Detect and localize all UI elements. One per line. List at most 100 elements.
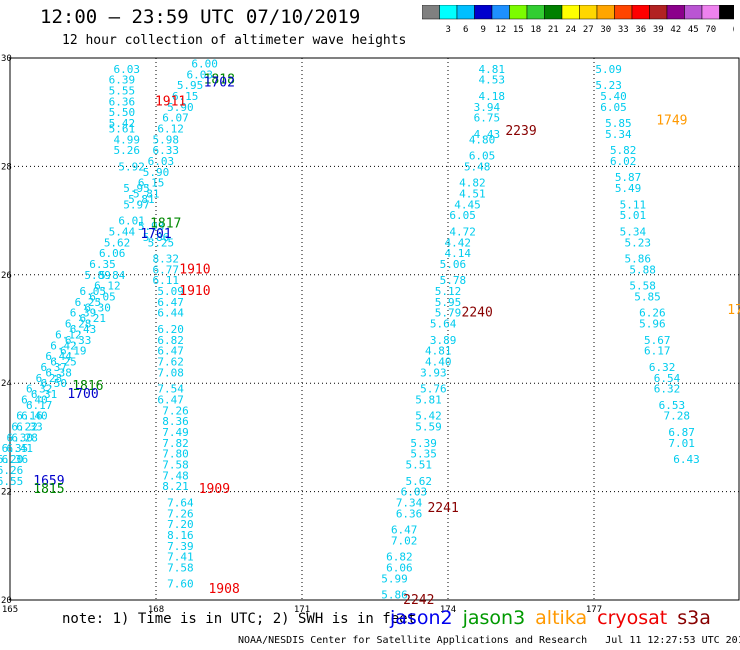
wave-height-label: 5.90: [143, 166, 170, 179]
wave-height-label: 6.42: [50, 339, 77, 352]
colorbar-tick-label: 21: [548, 25, 559, 35]
colorbar-swatch: [719, 5, 734, 20]
wave-height-label: 8.21: [162, 480, 189, 493]
wave-height-label: 6.06: [99, 247, 126, 260]
legend-item-s3a: s3a: [677, 607, 711, 629]
wave-height-label: 5.09: [157, 285, 184, 298]
wave-height-label: 5.79: [435, 307, 462, 320]
wave-height-label: 4.81: [425, 345, 452, 358]
wave-height-label: 5.86: [625, 253, 652, 266]
colorbar-tick-label: 33: [618, 25, 629, 35]
wave-height-label: 6.77: [152, 263, 179, 276]
wave-height-label: 5.95: [123, 182, 150, 195]
wave-height-label: 5.58: [629, 280, 656, 293]
x-tick-label: 174: [440, 605, 456, 615]
wave-height-label: 6.44: [157, 307, 184, 320]
wave-height-label: 6.31: [31, 388, 58, 401]
wave-height-label: 6.47: [391, 524, 418, 537]
pass-time-label: 1909: [199, 482, 230, 497]
wave-height-label: 5.62: [104, 236, 131, 249]
wave-height-label: 5.62: [406, 475, 433, 488]
wave-height-label: 6.55: [0, 475, 23, 488]
wave-height-label: 3.89: [430, 334, 457, 347]
wave-height-label: 6.20: [157, 323, 184, 336]
wave-height-label: 6.15: [172, 90, 199, 103]
wave-height-label: 7.34: [396, 496, 423, 509]
wave-height-label: 6.03: [114, 63, 141, 76]
wave-height-label: 5.64: [430, 318, 457, 331]
wave-height-label: 6.32: [649, 361, 676, 374]
wave-height-label: 5.42: [415, 410, 442, 423]
wave-height-label: 5.81: [415, 393, 442, 406]
wave-height-label: 4.80: [469, 133, 496, 146]
colorbar-tick-label: 6: [463, 25, 468, 35]
wave-height-label: 7.60: [167, 578, 194, 591]
y-tick-label: 22: [1, 488, 12, 498]
wave-height-label: 5.95: [177, 79, 204, 92]
chart-title: 12:00 – 23:59 UTC 07/10/2019: [40, 6, 361, 28]
wave-height-label: 5.26: [114, 144, 141, 157]
track-b-jason2: 6.006.035.956.155.906.076.125.985.846.12…: [2, 57, 218, 466]
track-a-jason3: 6.336.035.906.155.815.976.015.445.626.06…: [0, 144, 179, 488]
wave-height-label: 6.33: [65, 334, 92, 347]
colorbar-tick-label: 3: [446, 25, 451, 35]
y-tick-label: 28: [1, 162, 12, 172]
wave-height-label: 6.87: [668, 426, 695, 439]
wave-height-label: 7.58: [162, 459, 189, 472]
wave-height-label: 6.33: [16, 421, 43, 434]
legend-item-altika: altika: [535, 607, 588, 629]
wave-height-label: 4.18: [479, 90, 506, 103]
x-tick-label: 171: [294, 605, 310, 615]
pass-time-label: 1702: [204, 75, 235, 90]
y-tick-label: 20: [1, 596, 12, 606]
wave-height-label: 6.28: [36, 372, 63, 385]
wave-height-label: 6.44: [45, 350, 72, 363]
wave-height-label: 4.43: [474, 128, 501, 141]
pass-time-label: 1817: [150, 216, 181, 231]
pass-time-label: 1659: [33, 474, 64, 489]
wave-height-label: 5.81: [133, 188, 160, 201]
wave-height-label: 6.47: [157, 296, 184, 309]
legend-item-jason3: jason3: [462, 607, 526, 629]
wave-height-label: 4.82: [459, 177, 486, 190]
wave-height-label: 6.25: [50, 356, 77, 369]
wave-height-label: 6.16: [16, 410, 43, 423]
wave-height-label: 6.11: [152, 274, 179, 287]
wave-height-label: 5.81: [128, 193, 155, 206]
wave-height-label: 5.82: [610, 144, 637, 157]
pass-time-label: 1910: [179, 284, 210, 299]
wave-height-label: 6.28: [65, 318, 92, 331]
x-tick-label: 177: [586, 605, 602, 615]
wave-height-label: 6.17: [26, 399, 53, 412]
wave-height-label: 6.00: [191, 57, 218, 70]
wave-height-label: 5.61: [109, 122, 136, 135]
wave-height-label: 5.55: [109, 85, 136, 98]
wave-height-label: 6.43: [70, 323, 97, 336]
wave-height-label: 7.58: [167, 561, 194, 574]
wave-height-label: 7.80: [162, 448, 189, 461]
wave-height-label: 5.85: [634, 290, 661, 303]
wave-height-label: 6.25: [75, 296, 102, 309]
wave-height-label: 6.05: [79, 285, 106, 298]
wave-height-label: 6.03: [148, 155, 175, 168]
x-tick-label: 168: [148, 605, 164, 615]
pass-time-label: 17: [727, 303, 740, 318]
pass-time-label: 2242: [403, 593, 434, 608]
colorbar-tick-label: 42: [670, 25, 681, 35]
wave-height-label: 5.99: [381, 572, 408, 585]
wave-height-label: 6.12: [157, 122, 184, 135]
wave-height-label: 5.96: [639, 318, 666, 331]
wave-height-label: 7.49: [162, 426, 189, 439]
wave-height-label: 7.48: [162, 469, 189, 482]
wave-height-label: 6.17: [644, 345, 671, 358]
wave-height-label: 7.54: [157, 383, 184, 396]
wave-height-label: 6.50: [41, 377, 68, 390]
pass-time-label: 2240: [462, 306, 493, 321]
wave-height-label: 5.39: [410, 437, 437, 450]
wave-height-label: 5.90: [167, 101, 194, 114]
wave-height-label: 4.45: [454, 198, 481, 211]
wave-height-label: 7.26: [162, 404, 189, 417]
wave-height-label: 5.93: [138, 220, 165, 233]
colorbar-tick-label: 27: [583, 25, 594, 35]
